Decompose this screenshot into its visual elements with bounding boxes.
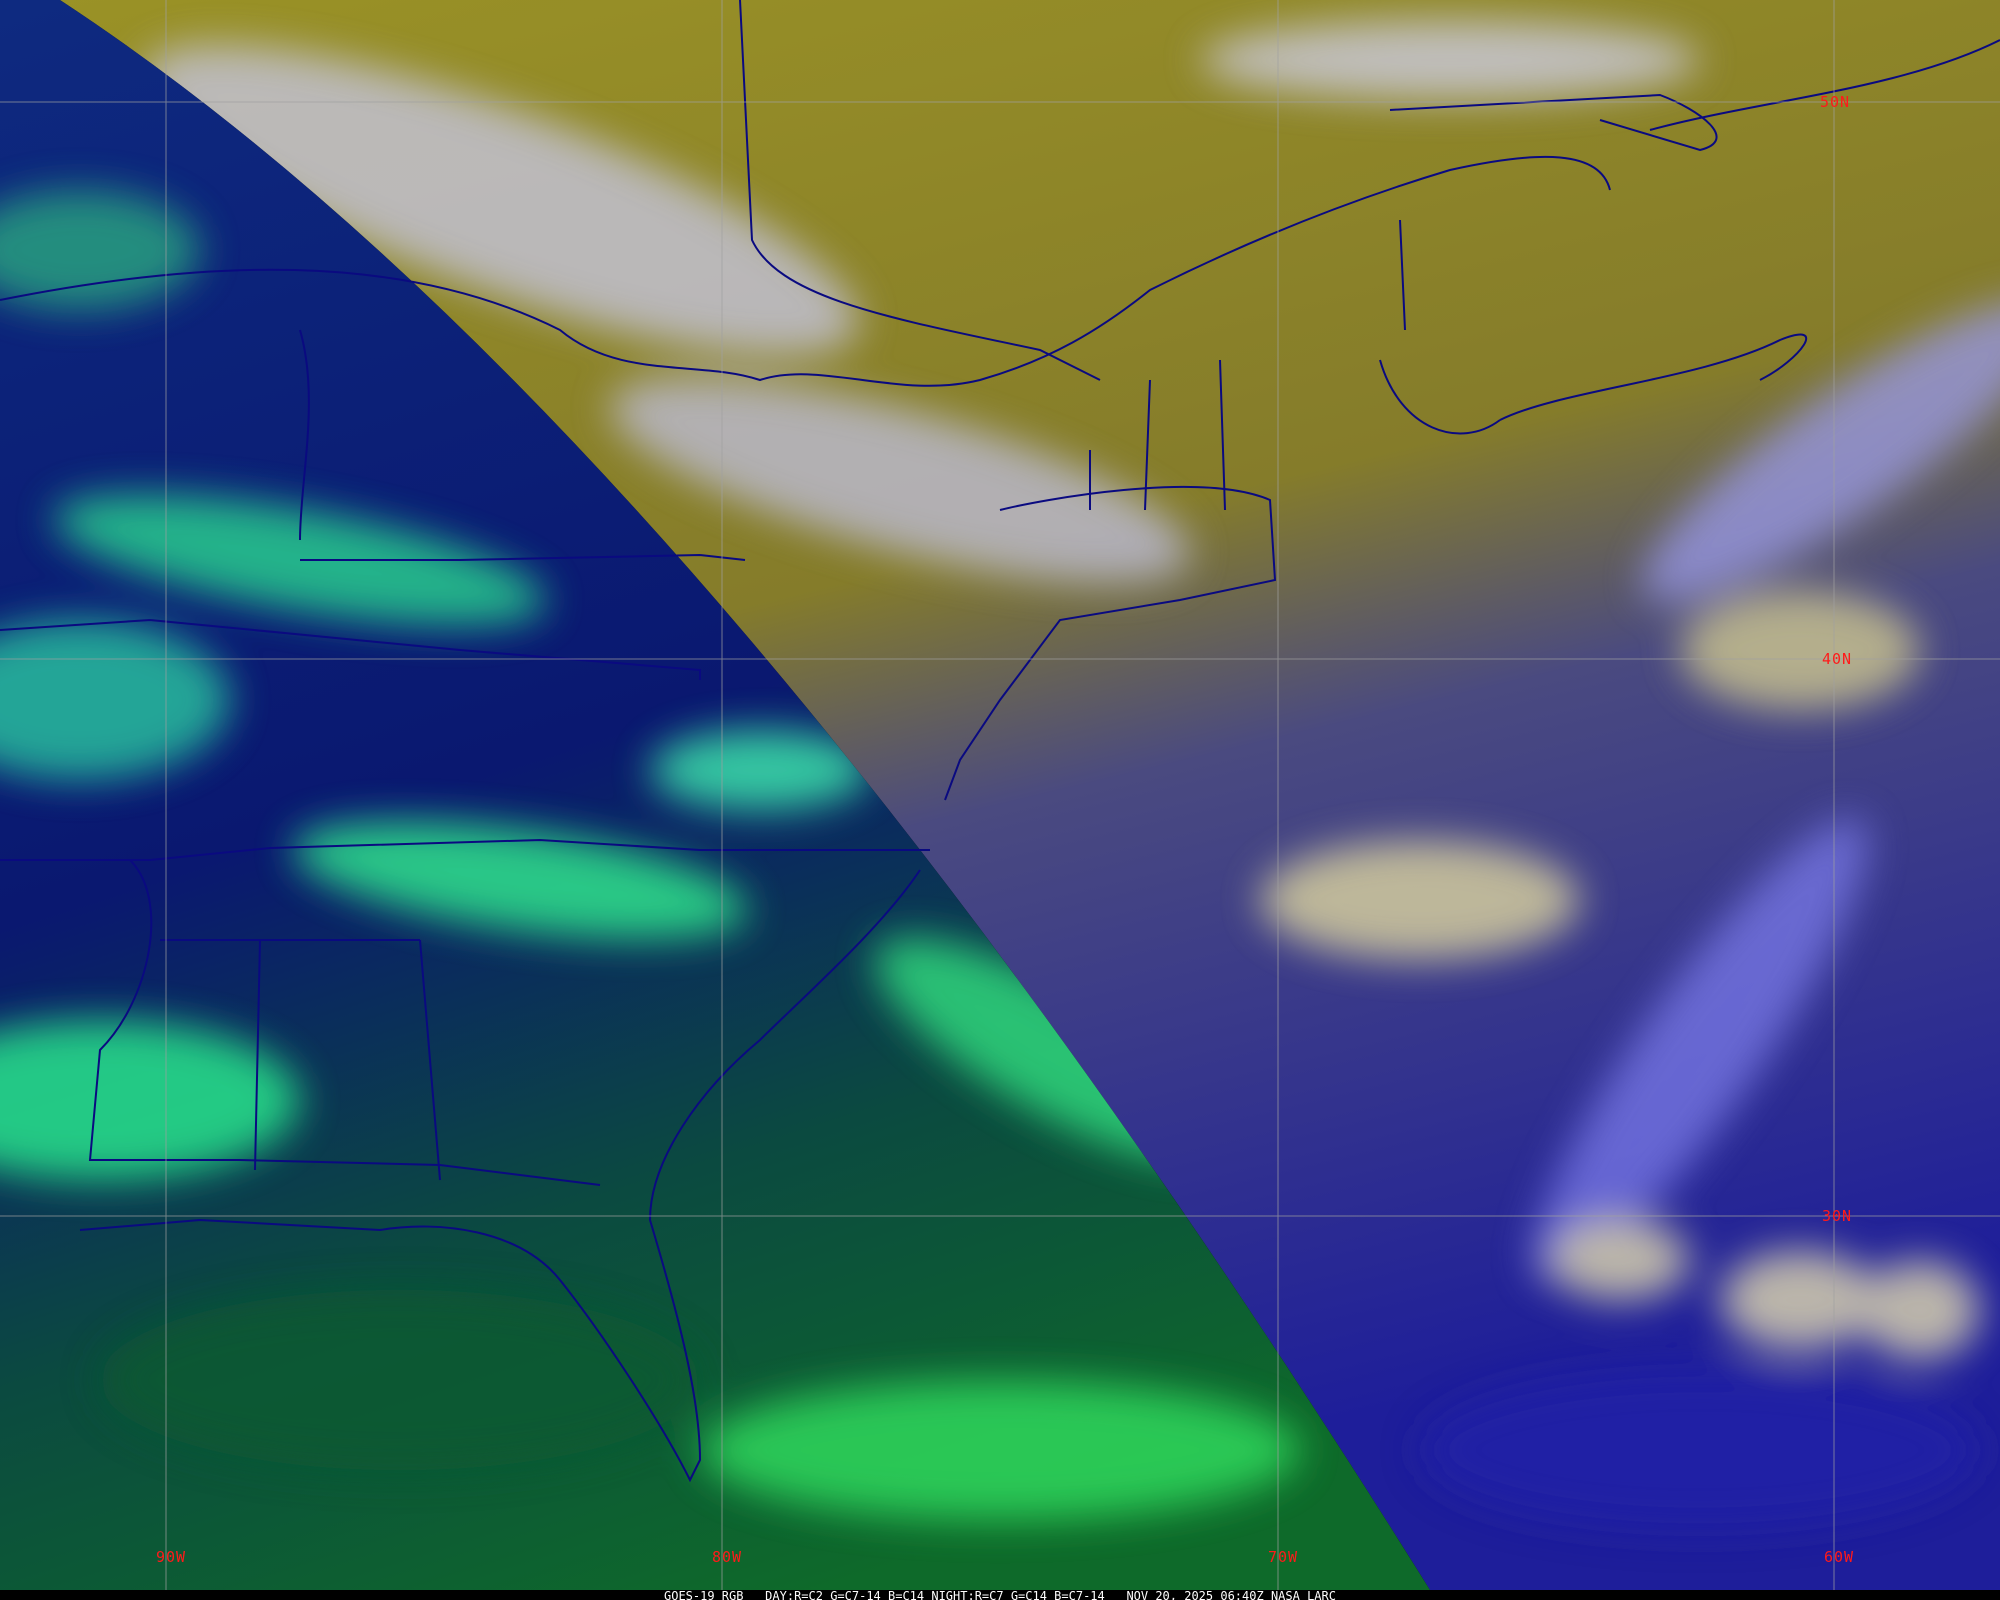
caption-day-recipe: DAY:R=C2 G=C7-14 B=C14 <box>765 1589 925 1600</box>
lat-label-40n: 40N <box>1822 650 1853 668</box>
caption-satellite: GOES-19 RGB <box>664 1589 744 1600</box>
lat-label-30n: 30N <box>1822 1207 1853 1225</box>
lon-label-70w: 70W <box>1268 1548 1299 1566</box>
coastline-borders <box>0 0 2000 1483</box>
lon-label-80w: 80W <box>712 1548 743 1566</box>
lat-label-50n: 50N <box>1820 93 1851 111</box>
caption-timestamp: NOV 20, 2025 06:40Z <box>1126 1589 1264 1600</box>
lon-label-90w: 90W <box>156 1548 187 1566</box>
caption-night-recipe: NIGHT:R=C7 G=C14 B=C7-14 <box>931 1589 1105 1600</box>
lon-label-60w: 60W <box>1824 1548 1855 1566</box>
caption-text: GOES-19 RGB DAY:R=C2 G=C7-14 B=C14 NIGHT… <box>0 1590 2000 1600</box>
caption-credit: NASA LARC <box>1270 1589 1336 1600</box>
caption-bar: GOES-19 RGB DAY:R=C2 G=C7-14 B=C14 NIGHT… <box>0 1590 2000 1600</box>
